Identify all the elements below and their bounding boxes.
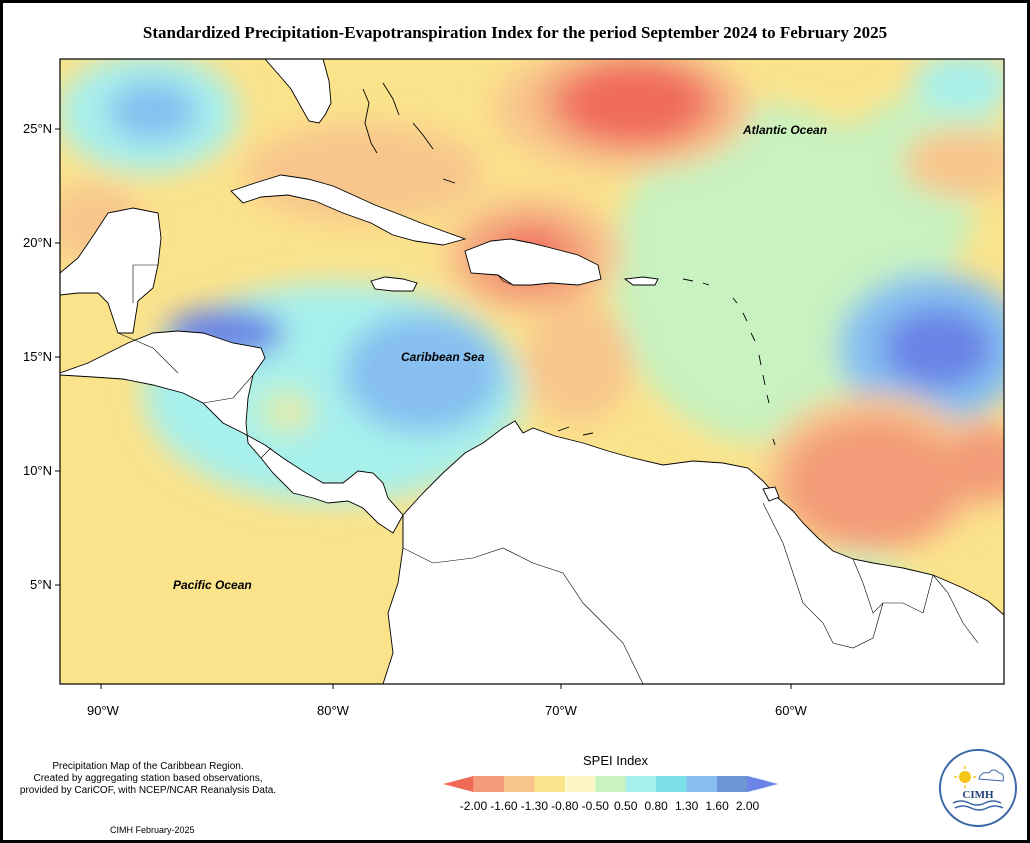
land-bahamas-east xyxy=(412,122,434,150)
legend-swatch xyxy=(717,776,749,792)
logo-text: CIMH xyxy=(962,789,994,801)
lat-tick-5n: 5°N xyxy=(30,577,52,592)
anomaly-eastcaribbean-orange xyxy=(523,303,633,423)
land-bahamas-eleuthera xyxy=(382,82,400,116)
border-french-guiana xyxy=(932,574,979,644)
land-masses xyxy=(60,59,1004,684)
wave-icon xyxy=(952,800,1002,806)
lat-tick-15n: 15°N xyxy=(23,349,53,364)
cloud-icon xyxy=(978,769,1004,782)
legend-swatch xyxy=(503,776,535,792)
country-borders xyxy=(117,264,979,684)
axis-ticks xyxy=(55,128,792,689)
anomaly-se-orange xyxy=(783,418,963,548)
land-south-america xyxy=(382,420,1004,684)
map-title: Standardized Precipitation-Evapotranspir… xyxy=(142,23,888,42)
legend-swatch xyxy=(686,776,718,792)
legend-swatch xyxy=(473,776,505,792)
legend-arrow-low xyxy=(443,776,474,792)
legend-tick-label: -1.60 xyxy=(490,799,518,813)
small-islands xyxy=(362,82,776,446)
border-colombia-venezuela xyxy=(402,515,644,684)
land-trinidad xyxy=(762,486,780,502)
land-central-america xyxy=(60,330,404,534)
legend-tick-label: 1.30 xyxy=(674,799,699,813)
legend-colorbar xyxy=(443,776,778,792)
ocean-label-atlantic: Atlantic Ocean xyxy=(743,123,828,137)
border-suriname xyxy=(852,558,934,614)
legend-title: SPEI Index xyxy=(583,753,649,768)
legend-tick-label: -0.80 xyxy=(551,799,579,813)
legend-tick-label: 1.60 xyxy=(705,799,729,813)
anomaly-far-se-orange xyxy=(948,423,1004,503)
land-jamaica xyxy=(370,276,418,292)
figure-canvas: Standardized Precipitation-Evapotranspir… xyxy=(3,3,1027,840)
anomaly-atlantic-red xyxy=(563,65,703,141)
land-bahamas-andros xyxy=(362,88,378,154)
border-costa-rica xyxy=(260,447,272,459)
legend-arrow-high xyxy=(747,776,778,792)
land-abc-islands xyxy=(557,426,594,436)
ocean-label-pacific: Pacific Ocean xyxy=(173,578,252,592)
lon-tick-60w: 60°W xyxy=(775,703,807,718)
credits-block: Precipitation Map of the Caribbean Regio… xyxy=(7,761,289,797)
lat-tick-25n: 25°N xyxy=(23,121,53,136)
anomaly-nicaragua-yellow xyxy=(278,401,308,425)
land-virgin-islands xyxy=(682,278,710,286)
lat-tick-20n: 20°N xyxy=(23,235,53,250)
land-hispaniola xyxy=(464,238,602,286)
legend-tick-label: -0.50 xyxy=(581,799,609,813)
sun-icon xyxy=(959,771,971,783)
lon-tick-70w: 70°W xyxy=(545,703,577,718)
legend-swatch xyxy=(564,776,596,792)
border-guatemala xyxy=(117,332,179,374)
land-cuba xyxy=(230,174,467,246)
legend-swatch xyxy=(656,776,688,792)
ocean-label-caribbean: Caribbean Sea xyxy=(401,350,485,364)
anomaly-caribbean-blue xyxy=(343,313,503,433)
legend-tick-label: 0.50 xyxy=(614,799,638,813)
anomaly-gulf-blue xyxy=(108,81,198,141)
legend-tick-label: -1.30 xyxy=(520,799,549,813)
legend-tick-label: 0.80 xyxy=(644,799,668,813)
footer-credit: CIMH February-2025 xyxy=(110,825,195,835)
legend-tick-label: -2.00 xyxy=(459,799,488,813)
border-honduras xyxy=(202,374,254,404)
anomaly-atlantic-purple xyxy=(883,308,993,388)
credit-line-1: Precipitation Map of the Caribbean Regio… xyxy=(52,761,244,772)
land-puerto-rico xyxy=(623,276,659,286)
lat-tick-10n: 10°N xyxy=(23,463,53,478)
land-yucatan xyxy=(60,207,162,334)
spei-map xyxy=(55,58,1005,792)
lon-tick-80w: 80°W xyxy=(317,703,349,718)
cimh-logo: CIMH xyxy=(939,749,1017,827)
border-venezuela-guyana xyxy=(762,502,884,649)
legend-swatch xyxy=(595,776,627,792)
anomaly-cyan-corner xyxy=(913,59,1004,113)
border-haiti-dr xyxy=(497,274,514,286)
legend-swatch xyxy=(534,776,566,792)
map-frame xyxy=(59,58,1005,685)
legend-swatch xyxy=(625,776,657,792)
border-belize xyxy=(132,264,158,303)
land-lesser-antilles xyxy=(732,297,776,446)
legend-tick-label: 2.00 xyxy=(735,799,760,813)
cimh-logo-graphic xyxy=(952,766,1004,811)
land-florida xyxy=(264,59,332,124)
credit-line-2: Created by aggregating station based obs… xyxy=(33,773,263,784)
land-turks-caicos xyxy=(442,178,456,184)
lon-tick-90w: 90°W xyxy=(87,703,119,718)
credit-line-3: provided by CariCOF, with NCEP/NCAR Rean… xyxy=(19,785,277,796)
anomaly-ne-orange xyxy=(903,128,1004,198)
